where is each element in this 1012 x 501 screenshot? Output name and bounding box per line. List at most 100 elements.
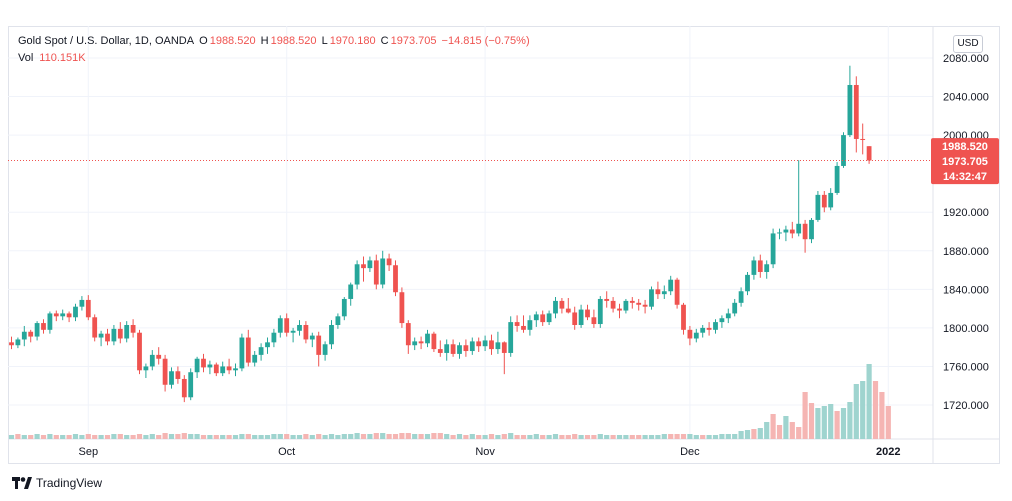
currency-button[interactable]: USD xyxy=(953,35,983,53)
candle-body xyxy=(181,378,187,398)
candle-body xyxy=(450,344,456,354)
volume-bar xyxy=(828,404,834,439)
volume-bar xyxy=(40,435,47,439)
candle-body xyxy=(245,337,251,363)
volume-bar xyxy=(124,435,130,439)
volume-bar xyxy=(309,435,315,439)
price-tick-label: 2040.000 xyxy=(943,92,989,104)
open-value: 1988.520 xyxy=(209,35,256,47)
volume-bar xyxy=(789,422,795,439)
volume-bar xyxy=(341,434,347,439)
candle-body xyxy=(463,345,469,352)
volume-bar xyxy=(476,435,482,439)
candle-body xyxy=(834,165,840,193)
candle-body xyxy=(258,347,264,355)
volume-bar xyxy=(578,435,584,439)
candle-body xyxy=(476,341,482,347)
candle-body xyxy=(207,364,213,368)
candle-body xyxy=(233,368,238,371)
close-label: C xyxy=(380,35,389,47)
candle-body xyxy=(201,358,206,368)
high-value: 1988.520 xyxy=(270,35,317,47)
candle-body xyxy=(764,264,770,272)
candle-body xyxy=(66,313,72,318)
volume-bar xyxy=(693,435,699,439)
candle-body xyxy=(674,279,680,305)
volume-bar xyxy=(821,406,827,439)
candle-body xyxy=(149,354,155,367)
candle-body xyxy=(527,320,533,330)
candle-body xyxy=(34,323,40,337)
footer-brand[interactable]: TradingView xyxy=(12,476,102,490)
low-label: L xyxy=(321,35,328,47)
volume-bar xyxy=(47,434,53,439)
volume-bar xyxy=(815,408,821,439)
candle-body xyxy=(661,291,667,295)
candle-body xyxy=(124,324,130,339)
volume-bar xyxy=(418,434,424,439)
candle-body xyxy=(105,333,110,342)
candle-body xyxy=(130,324,136,333)
volume-label: Vol xyxy=(18,52,34,64)
candle-body xyxy=(668,279,674,292)
candle-body xyxy=(565,308,571,313)
candle-body xyxy=(687,329,693,339)
candle-body xyxy=(220,366,226,374)
candle-body xyxy=(636,302,642,305)
volume-bar xyxy=(495,435,501,439)
volume-bar xyxy=(258,435,264,439)
volume-bar xyxy=(584,435,591,439)
volume-bar xyxy=(655,435,661,439)
volume-bar xyxy=(770,414,776,439)
countdown-label: 14:32:47 xyxy=(943,171,987,183)
candle-body xyxy=(316,335,322,355)
candle-body xyxy=(85,299,91,318)
volume-bar xyxy=(360,434,367,439)
candle-body xyxy=(649,289,654,307)
candle-body xyxy=(802,223,808,240)
candle-body xyxy=(252,354,258,363)
volume-bar xyxy=(834,411,840,439)
candle-body xyxy=(53,313,59,317)
volume-bar xyxy=(642,435,648,439)
volume-bar xyxy=(808,403,815,439)
candle-body xyxy=(373,260,379,285)
volume-bar xyxy=(348,434,354,439)
candle-body xyxy=(610,300,616,309)
close-value: 1973.705 xyxy=(390,35,437,47)
volume-bar xyxy=(706,435,712,439)
volume-bar xyxy=(424,434,431,439)
volume-bar xyxy=(98,435,104,439)
candle-body xyxy=(770,233,776,265)
volume-bar xyxy=(15,434,21,439)
volume-bar xyxy=(725,434,731,439)
candle-body xyxy=(559,300,565,309)
chart-frame xyxy=(8,26,1000,464)
volume-bar xyxy=(552,434,559,439)
low-value: 1970.180 xyxy=(329,35,376,47)
volume-bar xyxy=(853,384,859,439)
price-chart[interactable]: 2080.0002040.0002000.0001920.0001880.000… xyxy=(8,26,1000,464)
volume-bar xyxy=(66,435,72,439)
volume-bar xyxy=(156,435,162,439)
volume-bar xyxy=(687,434,693,439)
volume-bar xyxy=(712,435,719,439)
candle-body xyxy=(681,304,686,330)
candle-body xyxy=(28,331,34,337)
candle-body xyxy=(444,344,450,353)
volume-bar xyxy=(463,435,469,439)
candle-body xyxy=(847,84,853,136)
candle-body xyxy=(629,300,635,303)
volume-bar xyxy=(520,435,527,439)
volume-bar xyxy=(328,434,335,439)
candle-body xyxy=(79,299,85,307)
volume-bar xyxy=(380,433,386,439)
price-tick-label: 1720.000 xyxy=(943,400,989,412)
volume-bar xyxy=(53,435,59,439)
candle-body xyxy=(713,322,718,330)
candle-body xyxy=(437,349,443,353)
volume-bar xyxy=(194,434,200,439)
candle-body xyxy=(553,300,558,314)
candle-body xyxy=(175,371,181,379)
candle-body xyxy=(405,323,411,346)
